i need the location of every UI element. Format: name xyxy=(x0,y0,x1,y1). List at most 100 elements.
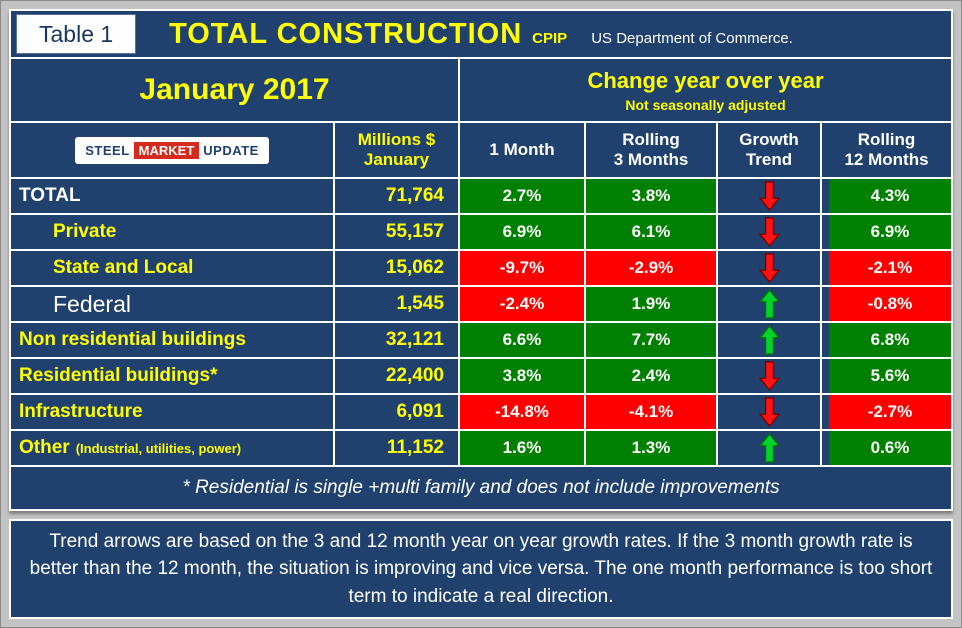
pct-12month-value: 6.9% xyxy=(870,222,910,241)
millions-cell: 11,152 xyxy=(335,431,458,465)
pct-12month-value: -2.1% xyxy=(867,258,913,277)
title-cpip-label: CPIP xyxy=(532,29,568,47)
pct-1month-cell: -2.4% xyxy=(460,287,584,321)
pct-1month-value: 6.9% xyxy=(502,222,542,241)
pct-3month-cell: 1.3% xyxy=(586,431,716,465)
pct-12month-fill: 4.3% xyxy=(829,179,951,213)
row-label-cell: Other (Industrial, utilities, power) xyxy=(11,431,333,465)
row-label: State and Local xyxy=(53,257,194,278)
trend-arrow-icon xyxy=(758,397,780,427)
trend-cell xyxy=(718,215,820,249)
pct-1month-value: -14.8% xyxy=(495,402,549,421)
pct-12month-fill: -0.8% xyxy=(829,287,951,321)
pct-12month-cell: 6.8% xyxy=(822,323,951,357)
title-department-label: US Department of Commerce. xyxy=(591,29,793,47)
pct-1month-cell: 3.8% xyxy=(460,359,584,393)
millions-value: 71,764 xyxy=(385,185,444,206)
pct-3month-value: 2.4% xyxy=(631,366,671,385)
pct-12month-fill: 6.8% xyxy=(829,323,951,357)
pct-3month-cell: 7.7% xyxy=(586,323,716,357)
row-label-note: (Industrial, utilities, power) xyxy=(75,440,242,456)
millions-cell: 55,157 xyxy=(335,215,458,249)
pct-12month-fill: -2.7% xyxy=(829,395,951,429)
millions-value: 6,091 xyxy=(396,401,444,422)
millions-value: 11,152 xyxy=(386,437,444,458)
pct-3month-value: -4.1% xyxy=(628,402,674,421)
col-header-rolling3-line2: 3 Months xyxy=(613,150,689,169)
title-bar: Table 1 TOTAL CONSTRUCTION CPIP US Depar… xyxy=(11,11,951,57)
trend-arrow-icon xyxy=(758,325,780,355)
col-header-millions-line1: Millions $ xyxy=(357,129,436,149)
table-number-label: Table 1 xyxy=(39,20,114,47)
trend-arrow-icon xyxy=(758,181,780,211)
pct-12month-value: 6.8% xyxy=(870,330,910,349)
pct-12month-fill: -2.1% xyxy=(829,251,951,285)
trend-cell xyxy=(718,179,820,213)
col-header-rolling3: Rolling 3 Months xyxy=(586,123,716,177)
change-title: Change year over year xyxy=(587,67,824,93)
col-header-growth-line1: Growth xyxy=(739,129,799,149)
pct-1month-value: 3.8% xyxy=(502,366,542,385)
millions-cell: 22,400 xyxy=(335,359,458,393)
table-number-badge: Table 1 xyxy=(16,14,137,54)
trend-cell xyxy=(718,359,820,393)
col-header-rolling12-line2: 12 Months xyxy=(844,150,929,169)
pct-3month-value: 6.1% xyxy=(631,222,671,241)
period-label: January 2017 xyxy=(139,73,330,106)
pct-12month-cell: -2.1% xyxy=(822,251,951,285)
trend-explanation-text: Trend arrows are based on the 3 and 12 m… xyxy=(29,530,933,607)
row-label-cell: Private xyxy=(11,215,333,249)
row-label-cell: TOTAL xyxy=(11,179,333,213)
col-header-millions: Millions $ January xyxy=(335,123,458,177)
col-header-rolling12: Rolling 12 Months xyxy=(822,123,951,177)
row-label: Residential buildings* xyxy=(19,365,218,386)
pct-1month-value: 1.6% xyxy=(502,438,542,457)
trend-arrow-icon xyxy=(758,217,780,247)
pct-3month-cell: 6.1% xyxy=(586,215,716,249)
residential-footnote: * Residential is single +multi family an… xyxy=(11,467,951,509)
millions-value: 15,062 xyxy=(385,257,444,278)
logo-cell: STEEL MARKET UPDATE xyxy=(11,123,333,177)
row-label-cell: Residential buildings* xyxy=(11,359,333,393)
pct-1month-value: -9.7% xyxy=(499,258,545,277)
millions-value: 22,400 xyxy=(385,365,444,386)
pct-3month-value: -2.9% xyxy=(628,258,674,277)
trend-explanation: Trend arrows are based on the 3 and 12 m… xyxy=(9,519,953,619)
pct-3month-cell: 2.4% xyxy=(586,359,716,393)
row-label-cell: Federal xyxy=(11,287,333,321)
pct-12month-value: -2.7% xyxy=(867,402,913,421)
pct-1month-cell: 2.7% xyxy=(460,179,584,213)
row-label: Infrastructure xyxy=(19,401,143,422)
pct-12month-value: 4.3% xyxy=(870,186,910,205)
pct-12month-cell: 4.3% xyxy=(822,179,951,213)
trend-cell xyxy=(718,431,820,465)
pct-1month-value: 6.6% xyxy=(502,330,542,349)
residential-footnote-text: * Residential is single +multi family an… xyxy=(182,477,780,498)
col-header-rolling12-line1: Rolling xyxy=(857,129,916,149)
period-header-cell: January 2017 xyxy=(11,59,458,121)
trend-cell xyxy=(718,395,820,429)
construction-table: Table 1 TOTAL CONSTRUCTION CPIP US Depar… xyxy=(9,9,953,511)
pct-3month-value: 1.3% xyxy=(631,438,671,457)
pct-3month-cell: -2.9% xyxy=(586,251,716,285)
millions-cell: 32,121 xyxy=(335,323,458,357)
pct-1month-value: -2.4% xyxy=(499,294,545,313)
pct-3month-value: 3.8% xyxy=(631,186,671,205)
millions-value: 32,121 xyxy=(385,329,444,350)
pct-12month-cell: 5.6% xyxy=(822,359,951,393)
data-grid: January 2017 Change year over year Not s… xyxy=(11,57,951,509)
page-title: TOTAL CONSTRUCTION xyxy=(169,17,523,50)
pct-3month-cell: -4.1% xyxy=(586,395,716,429)
pct-1month-value: 2.7% xyxy=(502,186,542,205)
row-label-cell: State and Local xyxy=(11,251,333,285)
pct-12month-value: -0.8% xyxy=(867,294,913,313)
pct-1month-cell: 6.9% xyxy=(460,215,584,249)
pct-3month-value: 1.9% xyxy=(631,294,671,313)
pct-1month-cell: -14.8% xyxy=(460,395,584,429)
pct-3month-cell: 3.8% xyxy=(586,179,716,213)
pct-12month-cell: -2.7% xyxy=(822,395,951,429)
millions-value: 1,545 xyxy=(396,293,444,314)
pct-12month-cell: 6.9% xyxy=(822,215,951,249)
pct-12month-value: 0.6% xyxy=(870,438,910,457)
